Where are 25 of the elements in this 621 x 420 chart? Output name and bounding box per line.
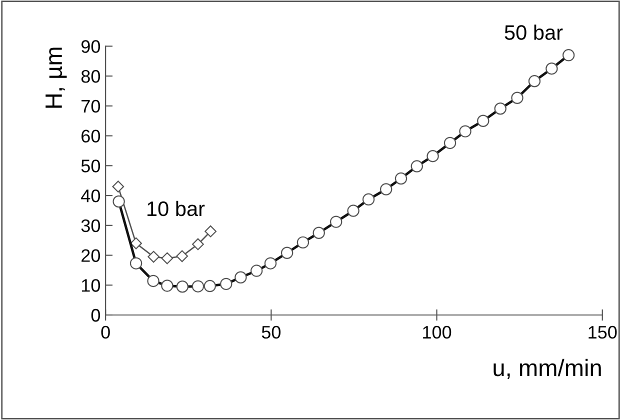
x-tick-label: 50	[262, 326, 281, 339]
y-tick-label: 40	[81, 189, 100, 202]
y-tick-label: 90	[81, 40, 100, 53]
y-tick-label: 0	[91, 308, 100, 322]
y-tick-label: 20	[82, 249, 100, 262]
series-label: 50 bar	[504, 24, 563, 40]
y-axis-title: H, µm	[46, 48, 67, 108]
point	[112, 180, 124, 193]
x-tick-label: 150	[588, 326, 617, 339]
point	[161, 252, 174, 264]
x-axis-title: u, mm/min	[494, 358, 601, 380]
y-tick-label: 50	[81, 160, 100, 172]
series-label: 10 bar	[148, 200, 205, 216]
y-tick-label: 60	[82, 130, 100, 143]
x-tick-label: 0	[101, 326, 110, 339]
x-tick-label: 100	[423, 326, 452, 339]
point	[130, 237, 142, 250]
point	[148, 250, 160, 263]
y-tick-label: 70	[82, 100, 100, 113]
y-tick-label: 10	[82, 279, 100, 292]
point	[176, 250, 188, 262]
point	[192, 238, 204, 250]
point	[204, 225, 217, 238]
y-tick-label: 30	[81, 219, 100, 232]
y-tick-label: 80	[81, 70, 100, 83]
